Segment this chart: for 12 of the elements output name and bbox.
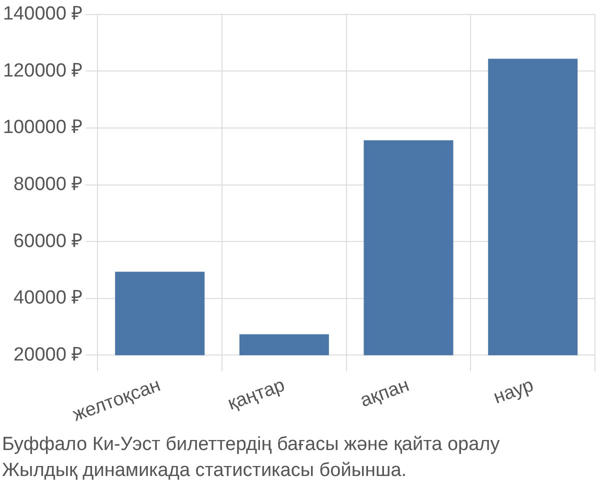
y-tick-label: 40000 ₽ [14,288,83,309]
text: Жылдық динамикада статистикасы бойынша. [2,459,408,483]
y-tick-label: 120000 ₽ [2,60,83,82]
x-tick-label: қаңтар [225,374,288,415]
y-tick-label: 80000 ₽ [14,174,83,196]
y-tick-label: 140000 ₽ [2,4,83,25]
y-tick-label: 20000 ₽ [14,344,83,366]
text: Буффало Ки-Уэст билеттердің бағасы және қайта оралу [2,433,501,457]
y-tick-label: 60000 ₽ [14,230,83,252]
y-tick-label: 100000 ₽ [2,117,83,138]
x-tick-label: ақпан [358,374,412,412]
x-tick-label: наур [490,374,536,408]
